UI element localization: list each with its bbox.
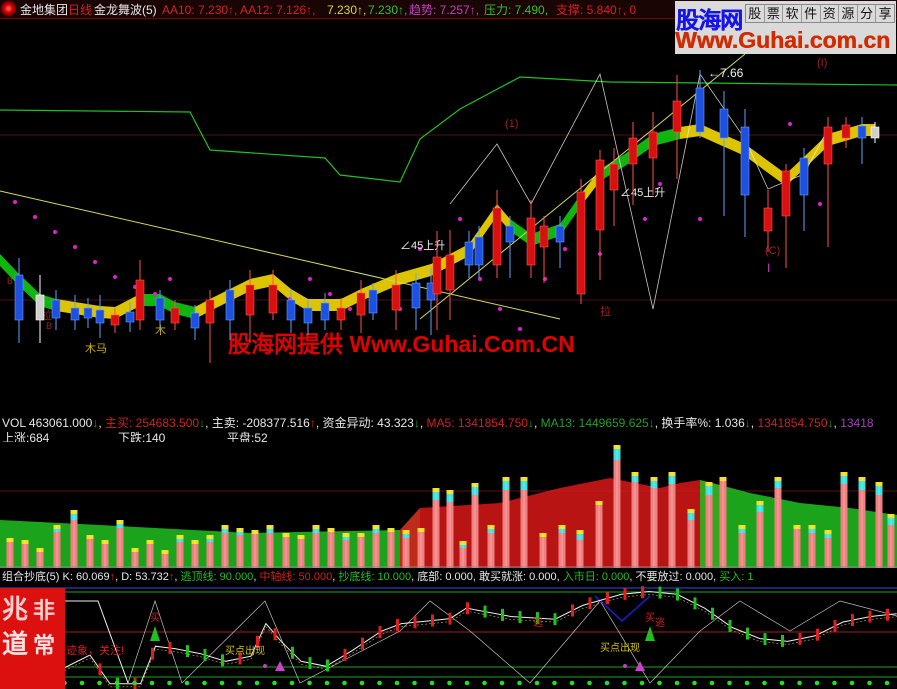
svg-text:(1): (1) xyxy=(505,118,518,130)
svg-text:常: 常 xyxy=(33,633,55,658)
svg-text:逃: 逃 xyxy=(533,616,543,629)
svg-text:股海网提供 Www.Guhai.Com.CN: 股海网提供 Www.Guhai.Com.CN xyxy=(228,331,575,357)
svg-text:(I): (I) xyxy=(817,57,827,69)
svg-text:木马: 木马 xyxy=(85,342,107,355)
svg-text:非: 非 xyxy=(33,598,55,623)
svg-text:(C): (C) xyxy=(765,245,780,257)
svg-text:∠45上升: ∠45上升 xyxy=(400,239,445,252)
svg-text:兆: 兆 xyxy=(2,594,28,624)
svg-text:买: 买 xyxy=(645,612,655,624)
svg-text:←7.66: ←7.66 xyxy=(708,66,744,80)
svg-text:买点出现: 买点出现 xyxy=(600,641,640,654)
svg-text:买: 买 xyxy=(150,612,160,624)
svg-text:∠45上升: ∠45上升 xyxy=(620,186,665,199)
svg-text:道: 道 xyxy=(2,629,28,659)
svg-text:买点出现: 买点出现 xyxy=(225,644,265,657)
svg-text:逃: 逃 xyxy=(655,616,665,629)
svg-text:I: I xyxy=(767,261,770,275)
svg-text:B: B xyxy=(46,321,52,331)
svg-text:B: B xyxy=(7,276,13,286)
svg-text:拉: 拉 xyxy=(600,304,611,318)
